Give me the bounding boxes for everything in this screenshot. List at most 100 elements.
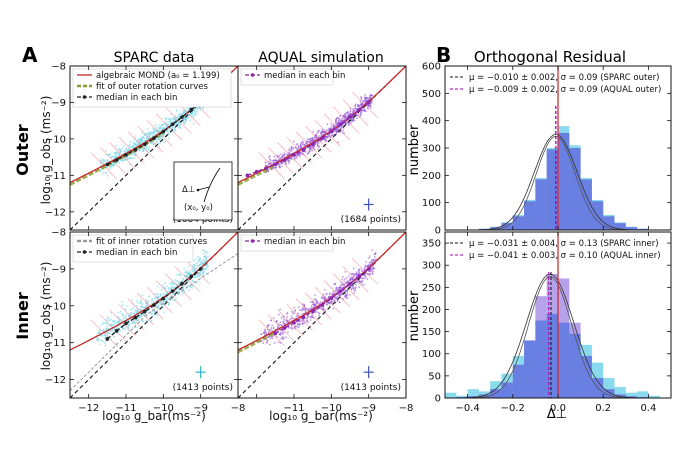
data-point <box>183 109 186 112</box>
data-point <box>316 136 319 138</box>
data-point <box>194 108 197 110</box>
data-point <box>196 113 199 115</box>
data-point <box>301 322 304 324</box>
chart-aqual-outer: (1684 points)median in each bin <box>237 65 407 231</box>
y-tick-label: 200 <box>422 171 441 182</box>
data-point <box>164 293 167 296</box>
data-point <box>158 295 160 298</box>
median-point <box>366 267 371 271</box>
data-point <box>191 115 193 117</box>
data-point <box>135 145 137 148</box>
data-point <box>303 305 306 307</box>
data-point <box>337 293 340 295</box>
data-point <box>154 142 157 144</box>
data-point <box>136 316 139 318</box>
data-point <box>102 340 104 342</box>
data-point <box>191 112 193 115</box>
legend-label: median in each bin <box>264 71 345 81</box>
data-point <box>152 140 155 143</box>
data-point <box>152 143 155 146</box>
data-point <box>105 319 107 321</box>
data-point <box>207 265 209 268</box>
median-point <box>133 315 138 320</box>
data-point <box>324 289 326 291</box>
data-point <box>169 118 172 121</box>
data-points <box>95 249 209 347</box>
data-point <box>128 149 130 151</box>
data-point <box>358 286 361 288</box>
data-point <box>121 320 123 322</box>
data-point <box>367 103 369 105</box>
data-point <box>176 125 179 128</box>
data-point <box>370 267 372 270</box>
data-point <box>265 338 267 340</box>
data-point <box>206 264 208 266</box>
data-point <box>111 161 113 163</box>
data-point <box>326 292 328 295</box>
data-point <box>153 128 156 130</box>
data-point <box>343 285 345 287</box>
data-point <box>137 326 139 328</box>
hist-bar <box>637 391 649 398</box>
data-point <box>134 322 136 324</box>
data-point <box>330 301 332 303</box>
data-point <box>183 282 185 285</box>
data-point <box>202 262 205 264</box>
data-point <box>318 312 320 314</box>
overlap-bar <box>625 396 638 398</box>
data-point <box>282 333 284 335</box>
data-point <box>311 301 313 303</box>
data-point <box>174 286 177 288</box>
data-point <box>159 127 162 129</box>
data-point <box>266 339 269 342</box>
data-point <box>344 293 347 295</box>
data-point <box>285 163 287 166</box>
data-point <box>149 131 152 134</box>
data-point <box>119 151 121 154</box>
data-point <box>369 255 371 257</box>
data-point <box>341 120 344 122</box>
data-point <box>328 301 330 303</box>
data-point <box>203 268 205 271</box>
median-point <box>273 162 278 167</box>
data-point <box>106 175 109 177</box>
data-point <box>106 329 108 331</box>
data-point <box>177 287 179 289</box>
data-point <box>313 298 315 300</box>
data-point <box>135 310 137 312</box>
data-point <box>133 313 136 315</box>
data-point <box>154 311 156 313</box>
data-point <box>129 144 131 146</box>
data-point <box>102 160 105 163</box>
median-point <box>161 129 166 134</box>
data-point <box>158 138 160 141</box>
legend: median in each bin <box>240 68 345 86</box>
data-point <box>98 339 101 342</box>
plot-area <box>445 66 671 230</box>
data-point <box>346 289 348 292</box>
data-point <box>298 324 301 327</box>
data-point <box>145 138 148 140</box>
data-point <box>313 143 316 145</box>
data-point <box>323 130 326 132</box>
data-point <box>140 138 143 140</box>
data-point <box>200 263 203 266</box>
data-point <box>174 119 176 121</box>
data-point <box>123 150 125 152</box>
data-point <box>374 252 377 254</box>
data-point <box>374 263 376 265</box>
data-point <box>189 270 191 273</box>
data-point <box>179 281 182 283</box>
data-point <box>344 295 347 297</box>
data-point <box>335 288 337 290</box>
data-point <box>136 300 138 302</box>
data-point <box>165 126 167 129</box>
data-point <box>290 158 293 160</box>
data-point <box>146 304 148 306</box>
data-point <box>345 281 347 284</box>
data-point <box>147 137 149 139</box>
data-point <box>301 313 303 315</box>
data-point <box>288 148 291 150</box>
data-point <box>201 260 204 262</box>
data-point <box>162 124 164 127</box>
